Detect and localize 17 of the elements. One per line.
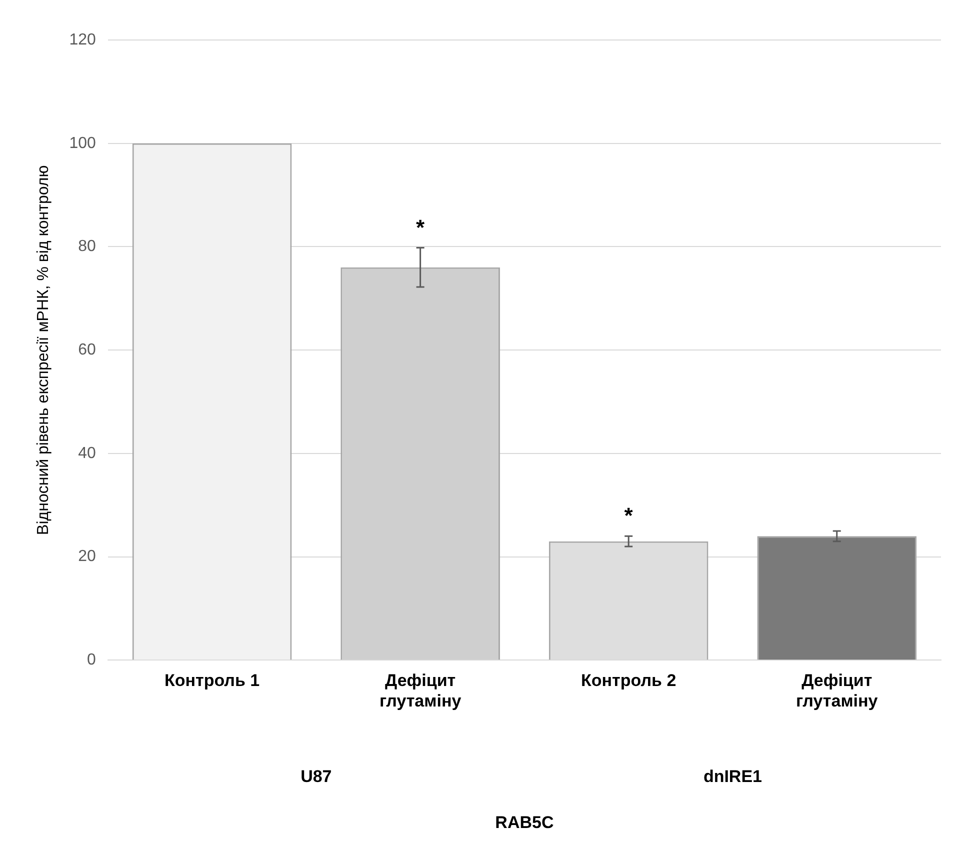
text: RAB5C [495,812,554,832]
x-tick-label: Контроль 2 [581,671,676,690]
text: U87 [300,766,332,786]
y-tick-label: 100 [69,134,96,152]
data-label: * [624,503,634,528]
y-tick-label: 80 [78,238,96,256]
y-axis-title: Відносний рівень експресії мРНК, % від контролю [35,165,52,535]
text: dnIRE1 [703,766,762,786]
x-tick-label: Контроль 1 [164,671,260,690]
y-tick-label: 60 [78,342,96,359]
x-tick-label: Дефіцит глутаміну [379,671,462,710]
data-label: * [416,214,426,240]
y-tick-label: 20 [78,548,96,566]
y-tick-label: 0 [86,652,96,669]
x-tick-label: Дефіцит глутаміну [796,671,878,710]
y-tick-label: 120 [69,31,96,48]
y-tick-label: 40 [78,444,96,462]
